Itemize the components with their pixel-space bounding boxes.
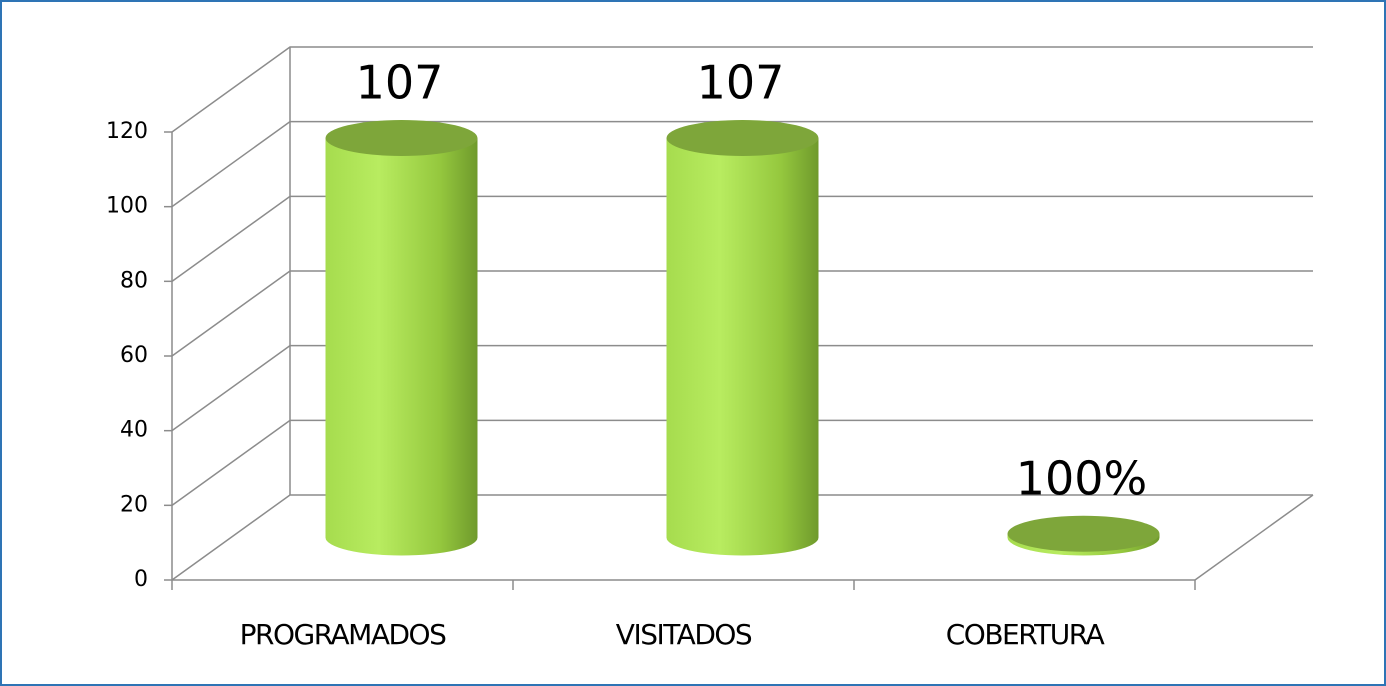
- value-label: 100%: [1016, 451, 1148, 505]
- x-tick-label: PROGRAMADOS: [240, 618, 446, 651]
- grid-line: [171, 344, 1313, 432]
- floor-right: [1194, 494, 1314, 581]
- bar-top: [325, 120, 478, 157]
- grid-line: [171, 270, 1313, 357]
- value-label: 107: [356, 56, 444, 110]
- grid-line: [171, 46, 1313, 133]
- grid-line: [171, 494, 1313, 581]
- y-tick-label: 120: [106, 119, 148, 144]
- y-tick-label: 100: [106, 194, 148, 219]
- grid-line: [171, 120, 1313, 208]
- y-tick-label: 20: [120, 492, 148, 517]
- grid-line: [171, 195, 1313, 282]
- y-tick-label: 80: [120, 268, 148, 293]
- y-tick-label: 60: [120, 343, 148, 368]
- bar-top: [1007, 515, 1160, 552]
- x-tick-label: COBERTURA: [946, 618, 1105, 651]
- y-tick-label: 0: [134, 567, 148, 592]
- bar: [325, 120, 478, 556]
- x-tick-label: VISITADOS: [616, 618, 752, 651]
- grid-line: [171, 419, 1313, 506]
- bar: [1007, 515, 1160, 556]
- y-tick-label: 40: [120, 418, 148, 443]
- bar-top: [666, 120, 819, 157]
- value-label: 107: [697, 56, 785, 110]
- bar-body: [666, 138, 819, 556]
- bar-body: [325, 138, 478, 556]
- bar: [666, 120, 819, 556]
